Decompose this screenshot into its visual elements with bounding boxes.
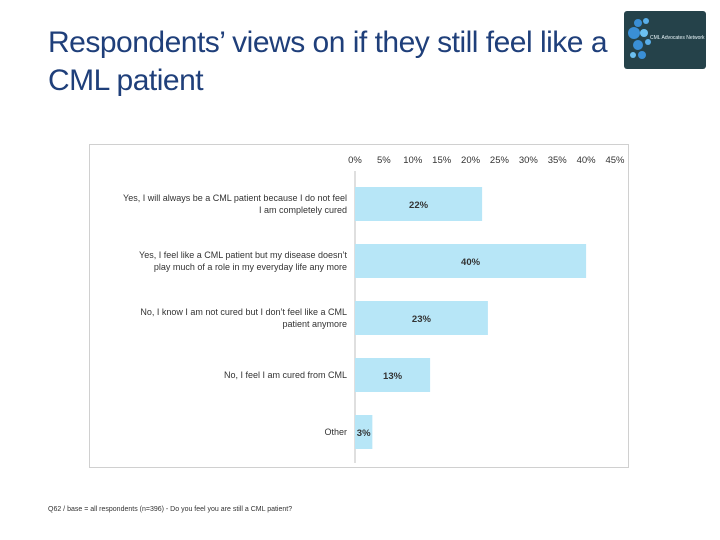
logo-text: CML Advocates Network — [650, 35, 705, 41]
bar-chart: 0% 5% 10% 15% 20% 25% 30% 35% 40% 45% 22% Yes, I wi… — [123, 155, 625, 463]
category-label: patient anymore — [282, 319, 347, 329]
x-tick-label: 0% — [348, 155, 362, 166]
cml-advocates-logo: CML Advocates Network — [624, 11, 706, 69]
x-tick-label: 5% — [377, 155, 391, 166]
slide-title: Respondents’ views on if they still feel… — [48, 24, 648, 100]
category-label: I am completely cured — [259, 205, 347, 215]
category-label: play much of a role in my everyday life … — [154, 262, 347, 272]
bar-data-label: 22% — [409, 200, 429, 211]
footnote: Q62 / base = all respondents (n=396) - D… — [48, 506, 293, 513]
x-tick-label: 35% — [548, 155, 568, 166]
bar — [355, 415, 373, 449]
bar — [355, 358, 431, 392]
bar — [355, 187, 483, 221]
x-tick-label: 30% — [519, 155, 539, 166]
bar — [355, 244, 587, 278]
x-tick-label: 10% — [403, 155, 423, 166]
category-label: Other — [324, 427, 347, 437]
category-label: No, I know I am not cured but I don’t fe… — [140, 307, 347, 317]
bar — [355, 301, 488, 335]
bar-data-label: 23% — [412, 314, 432, 325]
x-tick-label: 25% — [490, 155, 510, 166]
category-label: No, I feel I am cured from CML — [224, 370, 347, 380]
x-tick-label: 45% — [605, 155, 625, 166]
bar-data-label: 3% — [357, 428, 371, 439]
x-tick-label: 15% — [432, 155, 452, 166]
chart-frame: 0% 5% 10% 15% 20% 25% 30% 35% 40% 45% 22% Yes, I wi… — [89, 144, 629, 468]
category-label: Yes, I will always be a CML patient beca… — [123, 193, 347, 203]
title-line-1: Respondents’ views on if they still feel… — [48, 26, 608, 59]
bar-data-label: 13% — [383, 371, 403, 382]
logo-circles-icon — [628, 18, 651, 59]
bar-data-label: 40% — [461, 257, 481, 268]
x-tick-label: 20% — [461, 155, 481, 166]
category-label: Yes, I feel like a CML patient but my di… — [139, 250, 347, 260]
x-tick-label: 40% — [577, 155, 597, 166]
title-line-2: CML patient — [48, 64, 204, 97]
